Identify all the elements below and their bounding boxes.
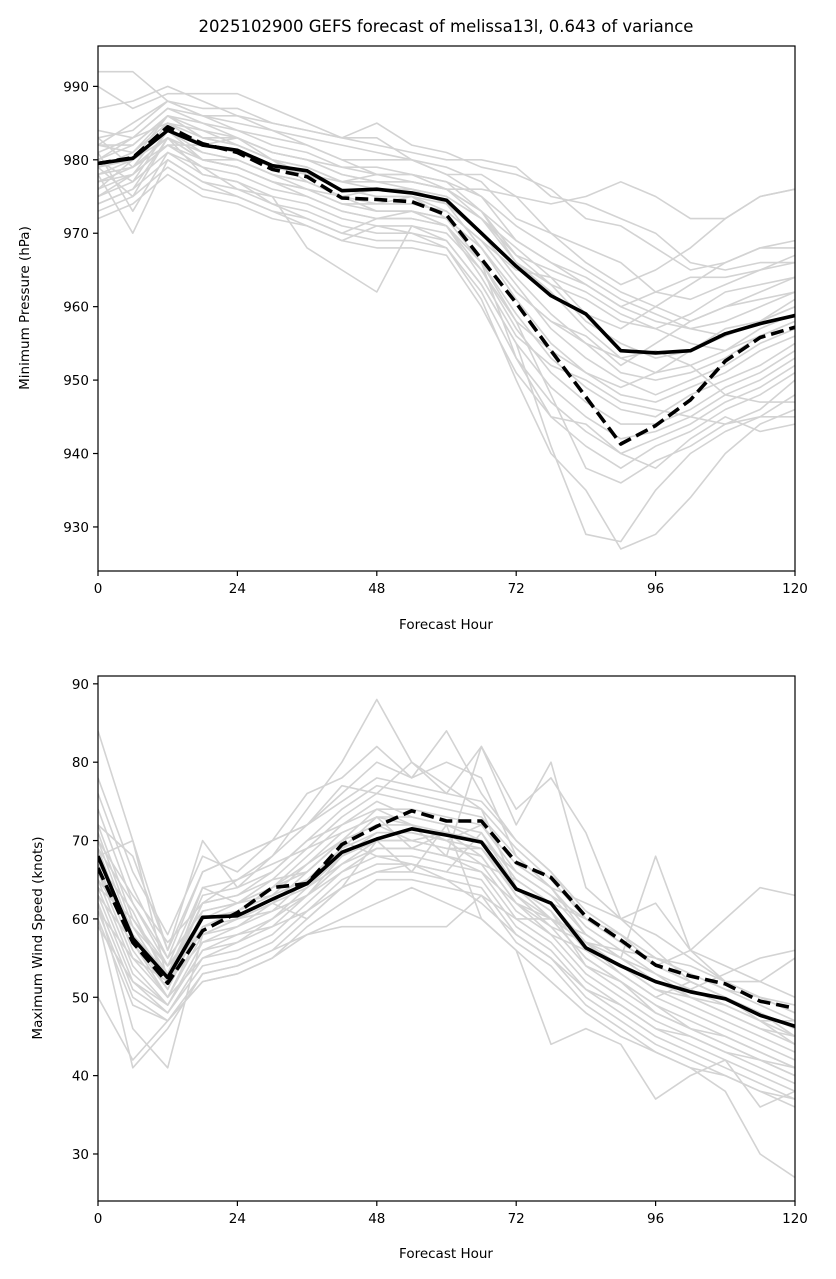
- pressure-y-tick-label: 990: [63, 79, 89, 95]
- pressure-x-ticks: 0 24 48 72 96 120: [94, 571, 808, 597]
- wind-member-line-21: [98, 761, 795, 959]
- pressure-member-line-25: [98, 144, 795, 403]
- pressure-member-line-16: [98, 173, 795, 470]
- pressure-mean-line: [98, 128, 795, 355]
- wind-x-tick-label: 24: [229, 1211, 246, 1227]
- wind-x-axis-label: Forecast Hour: [399, 1246, 493, 1262]
- wind-member-line-23: [98, 800, 795, 983]
- pressure-y-tick-label: 980: [63, 153, 89, 169]
- wind-y-tick-label: 70: [72, 834, 89, 850]
- wind-x-tick-label: 72: [508, 1211, 525, 1227]
- pressure-y-ticks: 930 940 950 960 970 980 990: [63, 79, 98, 536]
- wind-reconstruction-line: [98, 808, 795, 1010]
- wind-x-tick-label: 0: [94, 1211, 103, 1227]
- wind-ensemble-members: [98, 698, 795, 1179]
- pressure-x-tick-label: 120: [782, 581, 808, 597]
- pressure-member-line-3: [98, 85, 795, 271]
- pressure-x-tick-label: 96: [647, 581, 664, 597]
- pressure-x-tick-label: 0: [94, 581, 103, 597]
- pressure-member-line-19: [98, 159, 795, 550]
- wind-y-tick-label: 40: [72, 1069, 89, 1085]
- wind-member-line-29: [98, 816, 795, 1006]
- pressure-member-line-18: [98, 151, 795, 543]
- pressure-panel: 0 24 48 72 96 120 930 940 950 960 970 980 990 Forec…: [17, 45, 808, 633]
- pressure-y-tick-label: 960: [63, 300, 89, 316]
- wind-axes-frame: [97, 675, 796, 1202]
- wind-y-tick-label: 60: [72, 912, 89, 928]
- pressure-member-line-24: [98, 115, 795, 330]
- wind-series: [98, 808, 795, 1029]
- pressure-y-axis-label: Minimum Pressure (hPa): [17, 226, 33, 390]
- wind-member-line-13: [98, 855, 795, 1093]
- pressure-member-line-4: [98, 107, 795, 301]
- wind-y-tick-label: 50: [72, 990, 89, 1006]
- pressure-axes-frame: [97, 45, 796, 572]
- wind-x-tick-label: 48: [368, 1211, 385, 1227]
- pressure-x-tick-label: 48: [368, 581, 385, 597]
- pressure-member-line-2: [98, 85, 795, 271]
- pressure-x-tick-label: 24: [229, 581, 246, 597]
- wind-mean-line: [98, 826, 795, 1029]
- wind-member-line-28: [98, 831, 795, 1069]
- pressure-series: [98, 125, 795, 446]
- wind-member-line-25: [98, 847, 795, 1022]
- wind-x-tick-label: 96: [647, 1211, 664, 1227]
- pressure-x-axis-label: Forecast Hour: [399, 617, 493, 633]
- chart-title: 2025102900 GEFS forecast of melissa13l, …: [199, 17, 694, 36]
- pressure-y-tick-label: 950: [63, 373, 89, 389]
- pressure-y-tick-label: 970: [63, 226, 89, 242]
- pressure-y-tick-label: 930: [63, 520, 89, 536]
- pressure-x-tick-label: 72: [508, 581, 525, 597]
- wind-member-line-17: [98, 894, 795, 1077]
- wind-y-tick-label: 30: [72, 1147, 89, 1163]
- wind-x-ticks: 0 24 48 72 96 120: [94, 1201, 808, 1227]
- wind-x-tick-label: 120: [782, 1211, 808, 1227]
- wind-panel: 0 24 48 72 96 120 30 40 50 60 70 80 90 Forecast Hou…: [30, 675, 808, 1262]
- pressure-reconstruction-line: [98, 125, 795, 446]
- wind-y-tick-label: 90: [72, 677, 89, 693]
- pressure-y-tick-label: 940: [63, 447, 89, 463]
- pressure-member-line-30: [98, 115, 795, 337]
- pressure-member-line-22: [98, 100, 795, 286]
- wind-y-axis-label: Maximum Wind Speed (knots): [30, 836, 46, 1039]
- wind-y-ticks: 30 40 50 60 70 80 90: [72, 677, 98, 1163]
- wind-member-line-18: [98, 886, 795, 1179]
- wind-member-line-30: [98, 863, 795, 1069]
- pressure-member-line-21: [98, 137, 795, 367]
- wind-y-tick-label: 80: [72, 755, 89, 771]
- pressure-member-line-29: [98, 137, 795, 389]
- pressure-member-line-26: [98, 122, 795, 352]
